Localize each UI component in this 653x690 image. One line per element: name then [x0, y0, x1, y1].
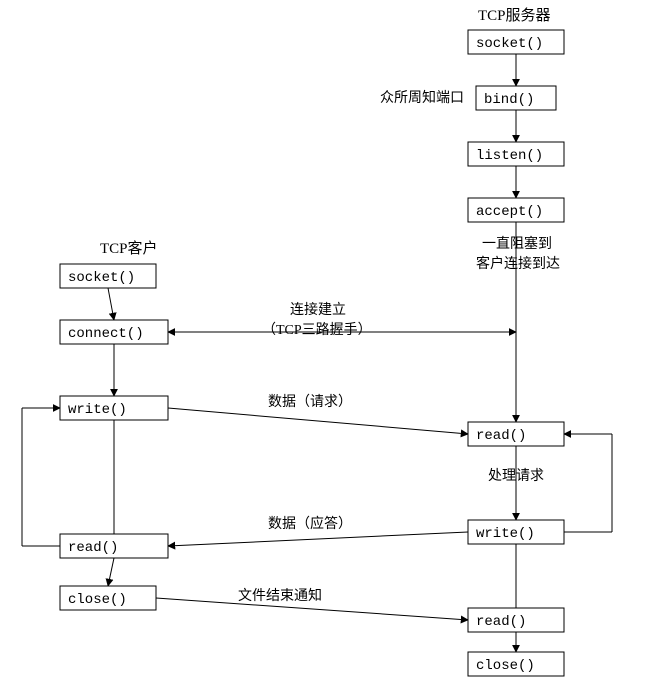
node-label-cli_socket: socket()	[68, 270, 135, 286]
node-label-srv_bind: bind()	[484, 92, 534, 108]
edge-cli_read-cli_close	[108, 558, 114, 586]
node-label-cli_write: write()	[68, 402, 127, 418]
node-label-srv_listen: listen()	[476, 148, 543, 164]
node-label-srv_read2: read()	[476, 614, 526, 630]
annotation-conn2: （TCP三路握手）	[262, 322, 372, 338]
annotation-eof: 文件结束通知	[238, 587, 322, 604]
node-label-cli_read: read()	[68, 540, 118, 556]
annotation-proc: 处理请求	[488, 468, 544, 484]
annotation-block_note2: 客户连接到达	[476, 255, 560, 272]
edge-response	[168, 532, 468, 546]
node-label-srv_close: close()	[476, 658, 535, 674]
annotation-conn1: 连接建立	[290, 301, 346, 318]
edge-cli_socket-cli_connect	[108, 288, 114, 320]
annotation-resp: 数据（应答）	[268, 515, 352, 532]
title-server: TCP服务器	[478, 7, 551, 24]
annotation-bind_note: 众所周知端口	[380, 89, 464, 106]
node-label-srv_write: write()	[476, 526, 535, 542]
annotation-block_note1: 一直阻塞到	[482, 235, 552, 252]
edge-request	[168, 408, 468, 434]
title-client: TCP客户	[100, 240, 158, 257]
node-label-cli_connect: connect()	[68, 326, 144, 342]
annotation-req: 数据（请求）	[268, 394, 352, 410]
node-label-srv_socket: socket()	[476, 36, 543, 52]
node-label-srv_accept: accept()	[476, 204, 543, 220]
node-label-cli_close: close()	[68, 592, 127, 608]
node-label-srv_read1: read()	[476, 428, 526, 444]
